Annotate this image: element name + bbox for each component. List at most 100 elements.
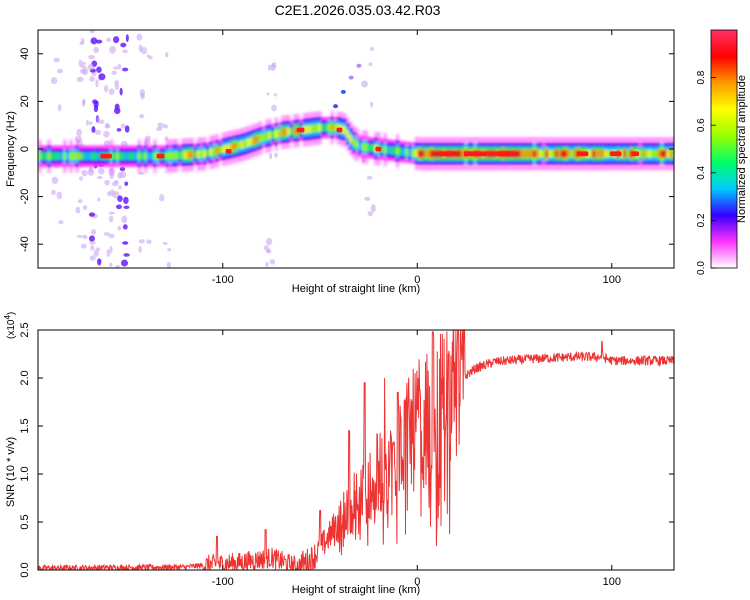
spectrogram-speckle [122,241,129,245]
spectrogram-speckle [75,206,81,214]
spectrogram-speckle [94,129,102,135]
spectrogram-x-tick-label: 100 [603,274,621,286]
spectrogram-speckle [138,245,142,253]
spectrogram-speckle [76,128,82,137]
spectrogram-cell [426,149,431,158]
spectrogram-speckle [108,233,115,239]
spectrogram-speckle [146,239,152,245]
spectrogram-speckle [89,255,96,261]
spectrogram-cell [153,152,157,160]
snr-y-ticks: 0.0 0.5 1.0 1.5 2.0 2.5 [19,322,674,578]
spectrogram-cell [346,130,350,138]
spectrogram-speckle [117,63,122,70]
spectrogram-cell [47,152,52,160]
spectrogram-cell [461,149,465,158]
colorbar-label: Normalized spectral amplitude [736,75,748,223]
colorbar-tick-label: 0.6 [696,118,707,132]
spectrogram-cell [349,135,353,143]
spectrogram-hotspot [631,151,639,157]
spectrogram-hotspot [156,153,165,159]
spectrogram-speckle [156,127,163,131]
snr-multiplier-base: (x10 [6,319,17,339]
spectrogram-speckle [76,76,84,83]
spectrogram-speckle [108,211,115,215]
spectrogram-cell [554,149,559,158]
spectrogram-speckle [87,64,95,71]
spectrogram-speckle [123,253,130,257]
spectrogram-speckle [267,64,272,71]
spectrogram-cell [392,146,397,155]
spectrogram-cell [651,149,655,158]
spectrogram-speckle [80,243,87,249]
spectrogram-speckle [269,259,276,265]
spectrogram-cell [90,152,95,160]
spectrogram-cell [227,143,232,152]
spectrogram-speckle [96,116,100,123]
spectrogram-speckle [138,239,145,244]
spectrogram-speckle [90,245,95,251]
spectrogram-cell [252,136,257,145]
spectrogram-speckle [119,167,126,172]
spectrogram-cell [414,149,419,158]
spectrogram-cell [644,149,649,158]
spectrogram-cell [240,140,244,149]
spectrogram-speckle [139,114,145,119]
spectrogram-speckle [119,87,123,96]
spectrogram-cell [361,143,366,151]
spectrogram-speckle [111,70,118,75]
spectrogram-cell [249,137,254,146]
spectrogram-cell [458,149,462,158]
spectrogram-cell [672,149,674,158]
spectrogram-cell [598,149,602,158]
spectrogram-branch-point [333,104,339,109]
spectrogram-y-tick-label: 0 [19,146,31,152]
spectrogram-branch-point [340,89,346,94]
spectrogram-hotspot [463,151,488,157]
spectrogram-speckle [112,190,120,199]
spectrogram-speckle [81,169,88,177]
spectrogram-speckle [123,205,130,210]
spectrogram-cell [517,149,521,158]
spectrogram-cell [125,152,129,160]
colorbar: 0.0 0.2 0.4 0.6 0.8 Normalized spectral ampl… [696,29,748,275]
spectrogram-branch-point [356,63,362,68]
spectrogram-cell [280,128,285,137]
spectrogram-speckle [91,126,96,133]
spectrogram-speckle [96,247,101,251]
spectrogram-cell [305,125,310,134]
spectrogram-speckle [139,89,146,97]
spectrogram-speckle [82,234,88,240]
spectrogram-cell [56,152,61,160]
spectrogram-speckle [113,66,119,70]
spectrogram-hotspot [225,149,232,154]
spectrogram-cell [526,149,531,158]
spectrogram-cell [370,144,375,152]
spectrogram-speckle [113,107,121,115]
spectrogram-cell [184,151,188,159]
spectrogram-cell [669,149,674,158]
spectrogram-hotspot [100,153,112,159]
spectrogram-cell [405,148,409,157]
spectrogram-speckle [80,38,85,44]
spectrogram-cell [178,151,182,160]
colorbar-tick-label: 0.4 [696,165,707,179]
spectrogram-speckle [51,189,56,196]
spectrogram-cell [355,140,360,149]
spectrogram-cell [386,146,391,154]
spectrogram-speckle [88,121,93,125]
spectrogram-cell [420,149,425,158]
spectrogram-cell [383,145,388,154]
spectrogram-speckle [103,130,110,138]
spectrogram-cell [115,152,120,160]
spectrogram-speckle [104,179,110,186]
spectrogram-cell [72,152,76,160]
spectrogram-cell [290,127,294,136]
spectrogram-speckle [124,125,130,133]
snr-series-line [38,330,674,570]
spectrogram-speckle [97,197,101,202]
spectrogram-cell [641,149,646,158]
snr-y-axis-label: SNR (10 * v/v) [5,437,17,507]
spectrogram-speckle [89,241,96,245]
colorbar-tick-label: 0.8 [696,70,707,84]
